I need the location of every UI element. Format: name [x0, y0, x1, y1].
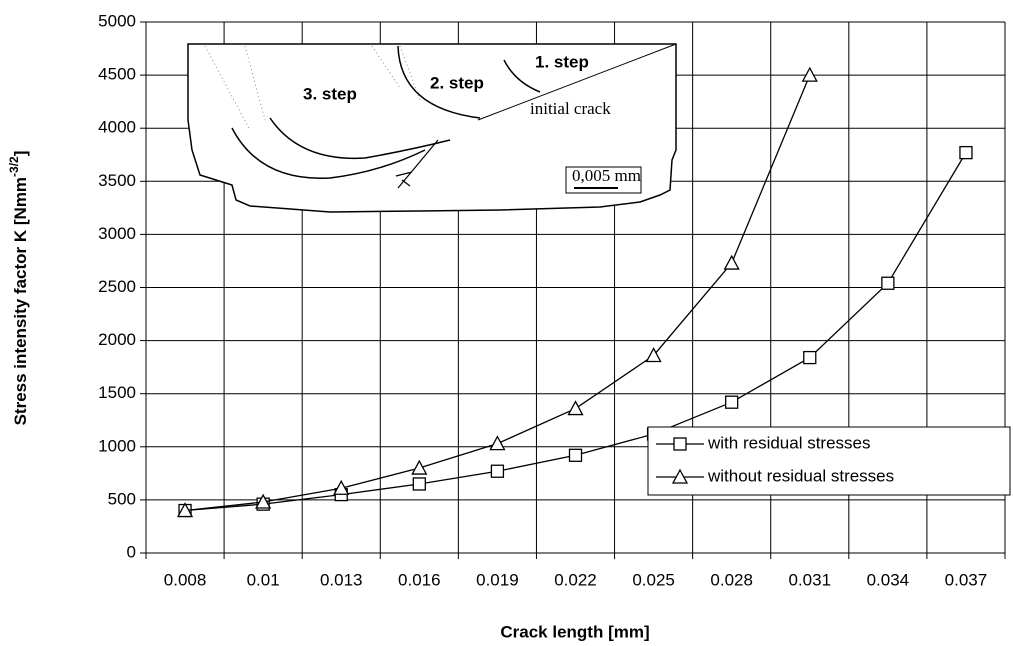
marker-triangle — [801, 66, 818, 82]
marker-triangle — [411, 459, 428, 475]
inset-label: initial crack — [530, 99, 611, 118]
marker-square — [490, 464, 505, 478]
x-tick-label: 0.031 — [788, 570, 831, 589]
initial-crack-line — [477, 43, 677, 121]
marker-triangle — [176, 502, 194, 518]
marker-triangle — [489, 435, 506, 451]
crack-front-3b — [231, 127, 426, 180]
y-tick-label: 1000 — [98, 436, 136, 455]
x-tick-label: 0.028 — [710, 570, 753, 589]
x-axis-label: Crack length [mm] — [500, 622, 649, 641]
inset-label: 1. step — [535, 52, 589, 71]
inset-label: 0,005 mm — [572, 166, 641, 185]
y-axis-label-superscript: -3/2 — [7, 156, 21, 177]
marker-triangle — [645, 347, 662, 363]
marker-triangle — [333, 479, 350, 495]
crack-front-1 — [503, 59, 541, 93]
legend-label: without residual stresses — [707, 466, 894, 485]
x-tick-label: 0.01 — [247, 570, 280, 589]
marker-triangle — [567, 400, 584, 416]
x-tick-label: 0.008 — [164, 570, 207, 589]
inset-label: 3. step — [303, 84, 357, 103]
inset: 1. step 2. step 3. step initial crack 0,005 … — [187, 43, 677, 213]
crack-tip — [395, 139, 439, 189]
y-tick-label: 500 — [108, 489, 136, 508]
legend-label: with residual stresses — [707, 433, 871, 452]
marker-triangle — [671, 468, 689, 484]
marker-square — [881, 276, 895, 290]
inset-outline — [187, 43, 677, 213]
x-tick-label: 0.025 — [632, 570, 675, 589]
y-axis-label: Stress intensity factor K [Nmm-3/2] — [7, 151, 30, 426]
inset-label: 2. step — [430, 73, 484, 92]
marker-square — [412, 477, 426, 491]
x-tick-label: 0.019 — [476, 570, 519, 589]
legend-box — [647, 426, 1011, 496]
x-tick-label: 0.013 — [320, 570, 363, 589]
marker-square — [673, 437, 687, 451]
y-axis-label-suffix: ] — [11, 151, 30, 157]
crack-front-2 — [397, 45, 481, 119]
x-tick-label: 0.037 — [945, 570, 988, 589]
crack-front-3a — [269, 117, 451, 160]
y-tick-label: 2500 — [98, 277, 136, 296]
y-axis-label-text: Stress intensity factor K [Nmm — [11, 177, 30, 425]
y-tick-label: 2000 — [98, 330, 136, 349]
marker-triangle — [723, 254, 740, 270]
y-tick-label: 5000 — [98, 11, 136, 30]
marker-square — [725, 395, 739, 409]
x-tick-label: 0.034 — [867, 570, 910, 589]
y-tick-label: 0 — [127, 542, 136, 561]
marker-square — [959, 145, 973, 160]
y-tick-label: 1500 — [98, 383, 136, 402]
marker-square — [803, 350, 817, 365]
x-tick-label: 0.016 — [398, 570, 441, 589]
y-tick-label: 3000 — [98, 224, 136, 243]
marker-triangle — [255, 493, 272, 509]
x-tick-label: 0.022 — [554, 570, 597, 589]
y-tick-label: 4500 — [98, 65, 136, 84]
y-tick-label: 3500 — [98, 171, 136, 190]
marker-square — [568, 448, 583, 462]
y-tick-label: 4000 — [98, 118, 136, 137]
